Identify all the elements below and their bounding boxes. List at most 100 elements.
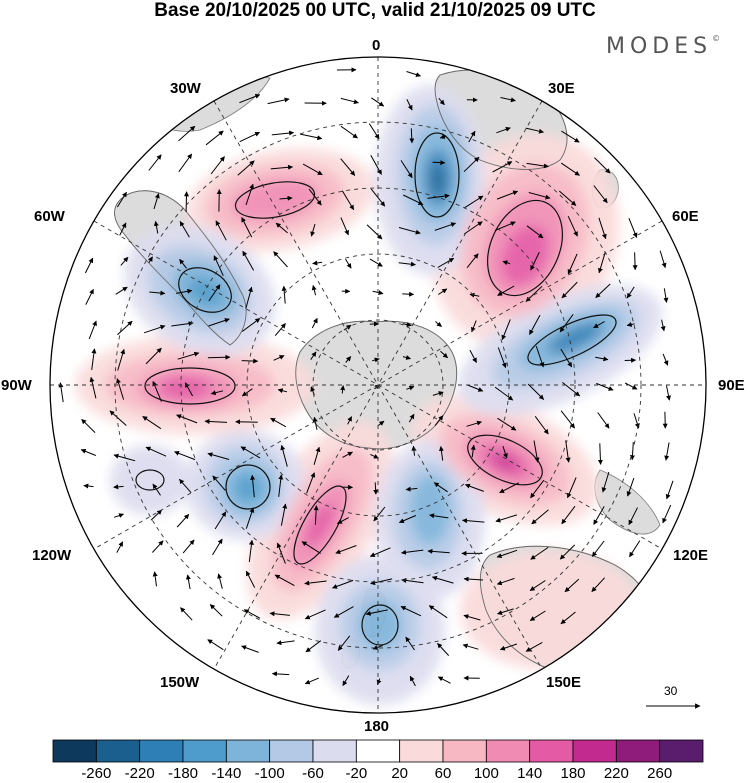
lon-label-90e: 90E <box>718 377 745 394</box>
wind-vector <box>439 134 447 139</box>
colorbar-swatch <box>139 739 184 763</box>
wind-vector <box>332 579 354 589</box>
wind-vector <box>594 157 611 174</box>
colorbar-swatch <box>572 739 617 763</box>
modes-logo: MODES© <box>606 34 720 59</box>
wind-vector <box>207 452 230 460</box>
wind-vector <box>432 391 444 396</box>
wind-vector <box>311 317 318 329</box>
wind-vector <box>529 314 541 335</box>
wind-vector <box>624 382 638 390</box>
wind-vector <box>406 99 413 111</box>
wind-vector <box>560 410 575 429</box>
wind-vector <box>535 345 545 368</box>
wind-vector <box>171 321 194 327</box>
wind-vector <box>495 514 518 523</box>
wind-vector <box>435 321 442 327</box>
colorbar-label: -100 <box>254 765 285 782</box>
wind-vector <box>149 290 166 296</box>
wind-vector <box>84 257 94 274</box>
wind-vector <box>534 416 549 435</box>
wind-vector <box>243 609 261 619</box>
lon-label-60w: 60W <box>34 208 65 225</box>
wind-vector <box>597 443 603 465</box>
wind-vector <box>437 676 451 684</box>
wind-vector <box>593 321 605 329</box>
wind-vector <box>109 410 127 426</box>
wind-vector <box>153 193 160 210</box>
wind-vector <box>210 156 225 175</box>
wind-vector <box>564 578 580 593</box>
wind-vector <box>300 133 323 141</box>
wind-vector <box>153 220 159 234</box>
wind-vector <box>437 257 455 268</box>
wind-vector <box>400 606 422 617</box>
wind-vector <box>213 255 224 276</box>
colorbar-label: -60 <box>302 765 324 782</box>
colorbar-label: 180 <box>560 765 586 782</box>
wind-vector <box>659 250 667 269</box>
wind-vector <box>662 504 672 524</box>
wind-vector <box>241 358 259 364</box>
wind-vector <box>116 541 124 553</box>
wind-vector <box>664 442 670 461</box>
wind-vector <box>335 545 357 554</box>
wind-vector <box>273 355 285 361</box>
colorbar-swatch <box>399 739 444 763</box>
wind-vector <box>567 253 578 275</box>
wind-vector <box>83 483 94 489</box>
wind-vector <box>240 446 261 459</box>
wind-vector <box>117 348 126 371</box>
wind-vector <box>406 385 415 391</box>
wind-vector <box>469 292 480 298</box>
wind-vector <box>434 415 444 426</box>
wind-vector <box>596 382 614 391</box>
colorbar-swatch <box>312 739 357 763</box>
wind-vector <box>212 538 223 556</box>
wind-vector <box>593 506 605 525</box>
wind-vector <box>463 614 481 621</box>
wind-vector <box>526 225 544 239</box>
wind-vector <box>433 482 448 493</box>
wind-vector <box>559 544 576 560</box>
colorbar-swatch <box>52 739 97 763</box>
colorbar-swatch <box>659 739 704 763</box>
wind-vector <box>368 123 380 140</box>
wind-vector <box>561 505 576 525</box>
wind-vector <box>467 384 484 392</box>
wind-vector <box>148 256 153 263</box>
wind-vector <box>411 445 417 456</box>
wind-vector <box>432 160 446 166</box>
wind-vector <box>145 347 162 365</box>
wind-vector <box>601 471 610 493</box>
wind-vector <box>628 218 638 238</box>
wind-vector <box>212 475 226 491</box>
wind-vector <box>116 191 127 208</box>
wind-vector <box>366 224 383 240</box>
wind-vector <box>398 261 416 267</box>
wind-vector <box>401 549 424 555</box>
wind-vector <box>438 446 444 461</box>
wind-vector <box>305 640 322 653</box>
wind-vector <box>665 480 674 500</box>
wind-vector <box>152 540 164 553</box>
wind-vector <box>373 482 379 495</box>
colorbar-label: -20 <box>345 765 368 782</box>
lon-label-90w: 90W <box>1 377 32 394</box>
wind-vector <box>80 448 96 456</box>
wind-vector <box>119 222 127 236</box>
lon-label-30w: 30W <box>170 80 201 97</box>
wind-vector <box>663 288 669 303</box>
wind-vector <box>217 573 223 589</box>
wind-vector <box>116 378 125 400</box>
wind-vector <box>502 260 511 266</box>
wind-vector <box>85 288 94 305</box>
colorbar-label: -260 <box>81 765 112 782</box>
map-border <box>49 56 707 714</box>
colorbar-label: 220 <box>603 765 629 782</box>
wind-vector <box>496 577 515 586</box>
wind-vector <box>492 161 513 173</box>
wind-vector <box>302 163 323 176</box>
wind-vector <box>279 195 293 201</box>
wind-vector <box>152 483 161 496</box>
